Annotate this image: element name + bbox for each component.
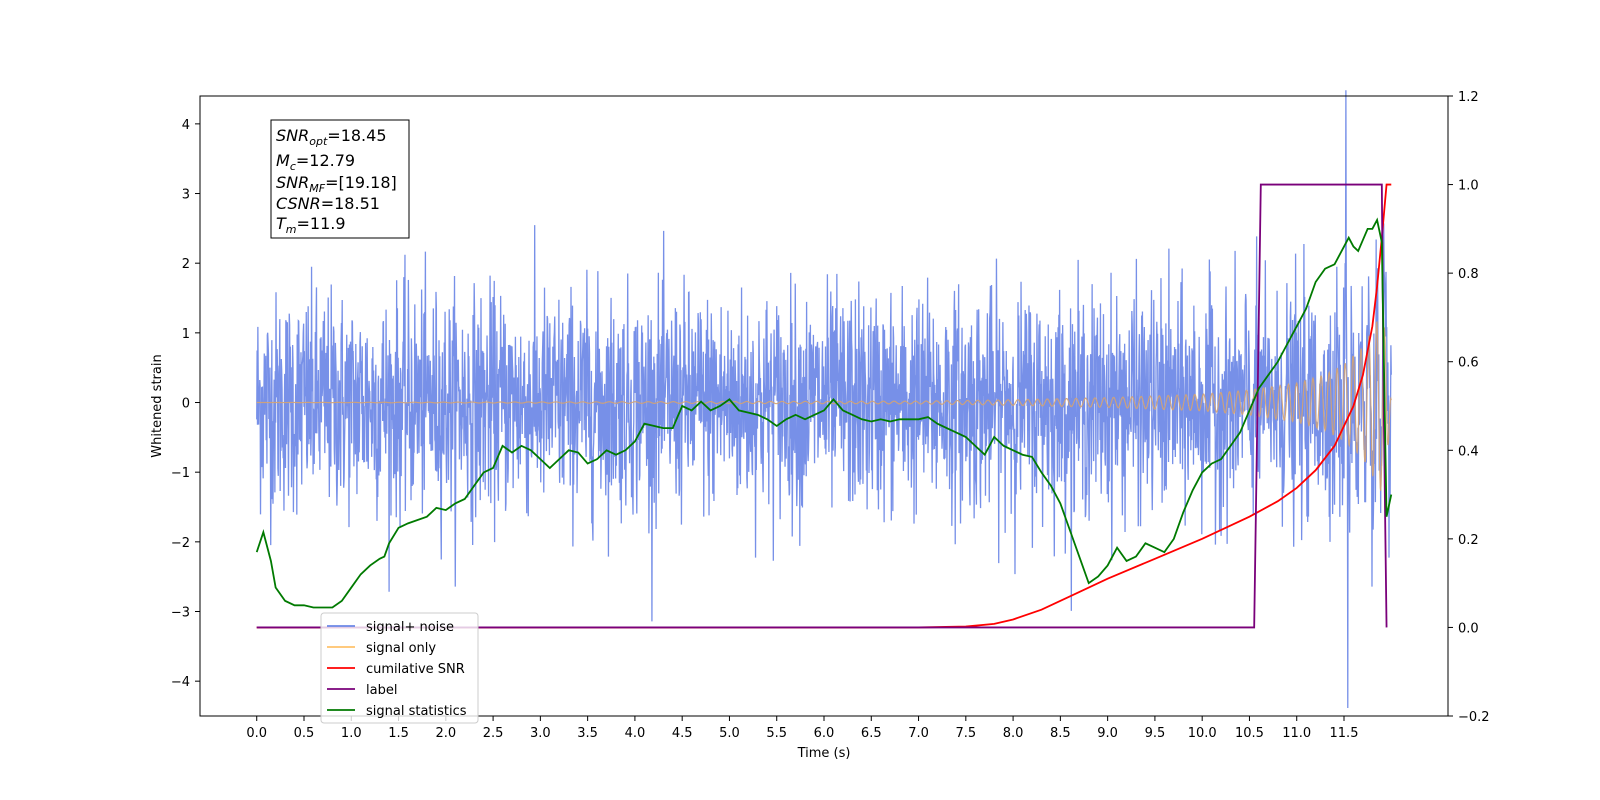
series-signal-statistics	[255, 217, 1393, 609]
y-tick-label: −1	[171, 466, 190, 481]
y2-tick-label: 0.8	[1458, 267, 1479, 282]
series-label	[256, 183, 1388, 629]
x-tick-label: 0.0	[246, 726, 267, 741]
x-tick-label: 1.5	[388, 726, 409, 741]
legend-label: signal+ noise	[366, 620, 454, 635]
y2-tick-label: 0.6	[1458, 356, 1479, 371]
x-tick-label: 5.5	[766, 726, 787, 741]
legend-label: signal only	[366, 641, 436, 656]
x-tick-label: 8.0	[1003, 726, 1024, 741]
y-tick-label: 2	[182, 257, 190, 272]
x-tick-label: 2.0	[435, 726, 456, 741]
y-tick-label: −3	[171, 606, 190, 621]
info-line: SNRopt=18.45	[276, 126, 387, 148]
x-tick-label: 4.5	[672, 726, 693, 741]
x-tick-label: 7.0	[908, 726, 929, 741]
y-tick-label: 1	[182, 327, 190, 342]
plot-area	[255, 90, 1393, 709]
y2-tick-label: 0.4	[1458, 444, 1479, 459]
y-tick-label: 3	[182, 188, 190, 203]
x-tick-label: 4.0	[625, 726, 646, 741]
x-axis-label: Time (s)	[797, 746, 851, 761]
x-tick-label: 6.0	[814, 726, 835, 741]
y2-tick-label: −0.2	[1458, 710, 1490, 725]
y-tick-label: −4	[171, 675, 190, 690]
x-tick-label: 3.0	[530, 726, 551, 741]
x-tick-label: 0.5	[294, 726, 315, 741]
y-tick-label: 0	[182, 397, 190, 412]
x-tick-label: 9.0	[1097, 726, 1118, 741]
info-line: Mc=12.79	[276, 151, 355, 173]
legend-label: label	[366, 683, 397, 698]
legend-frame	[320, 612, 479, 724]
x-tick-label: 10.0	[1188, 726, 1217, 741]
legend-label: signal statistics	[366, 704, 467, 719]
y2-tick-label: 0.0	[1458, 621, 1479, 636]
y2-tick-label: 1.2	[1458, 90, 1479, 105]
info-box-frame	[270, 119, 410, 239]
series-signal-plus-noise	[256, 90, 1392, 709]
x-tick-label: 3.5	[577, 726, 598, 741]
y-tick-label: 4	[182, 118, 190, 133]
x-tick-label: 11.0	[1282, 726, 1311, 741]
x-tick-label: 11.5	[1330, 726, 1359, 741]
legend: signal+ noise signal only cumilative SNR la…	[320, 612, 479, 724]
info-line: SNRMF=[19.18]	[276, 173, 397, 195]
axes: 0.0 0.5 1.0 1.5 2.0 2.5 3.0 3.5 4.0 4.5 5.0 5.5 6.0 6…	[171, 90, 1490, 741]
series-cumilative-snr	[256, 183, 1392, 629]
x-tick-label: 1.0	[341, 726, 362, 741]
info-box: SNRopt=18.45 Mc=12.79SNRMF=[19.18]CSNR=18…	[270, 119, 410, 239]
x-tick-label: 7.5	[955, 726, 976, 741]
y-axis-label: Whitened strain	[150, 354, 165, 457]
legend-label: cumilative SNR	[366, 662, 465, 677]
x-tick-label: 5.0	[719, 726, 740, 741]
info-line: CSNR=18.51	[276, 194, 380, 213]
series-signal-only	[256, 320, 1392, 491]
x-tick-label: 6.5	[861, 726, 882, 741]
y2-tick-label: 1.0	[1458, 179, 1479, 194]
y-tick-label: −2	[171, 536, 190, 551]
x-tick-label: 8.5	[1050, 726, 1071, 741]
y2-tick-label: 0.2	[1458, 533, 1479, 548]
info-line: Tm=11.9	[276, 214, 346, 236]
x-tick-label: 10.5	[1235, 726, 1264, 741]
x-tick-label: 9.5	[1145, 726, 1166, 741]
x-tick-label: 2.5	[483, 726, 504, 741]
